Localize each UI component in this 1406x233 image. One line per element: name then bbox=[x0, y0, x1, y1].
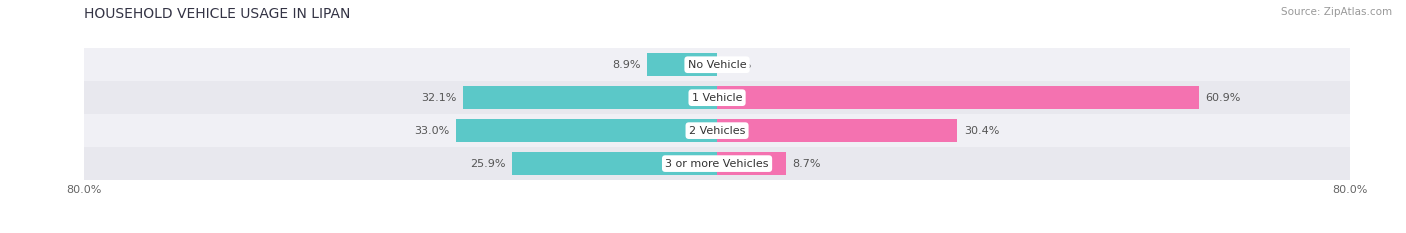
Bar bbox=[84, 48, 1350, 81]
Bar bbox=[463, 86, 717, 109]
Text: 25.9%: 25.9% bbox=[471, 159, 506, 169]
Bar bbox=[84, 114, 1350, 147]
Text: 8.9%: 8.9% bbox=[612, 60, 640, 70]
Bar bbox=[84, 81, 1350, 114]
Text: 1 Vehicle: 1 Vehicle bbox=[692, 93, 742, 103]
Text: 32.1%: 32.1% bbox=[422, 93, 457, 103]
Text: 2 Vehicles: 2 Vehicles bbox=[689, 126, 745, 136]
Text: 30.4%: 30.4% bbox=[965, 126, 1000, 136]
Text: Source: ZipAtlas.com: Source: ZipAtlas.com bbox=[1281, 7, 1392, 17]
Bar bbox=[647, 53, 717, 76]
Bar bbox=[717, 119, 957, 142]
Bar bbox=[84, 147, 1350, 180]
Text: 33.0%: 33.0% bbox=[415, 126, 450, 136]
Text: 3 or more Vehicles: 3 or more Vehicles bbox=[665, 159, 769, 169]
Bar bbox=[512, 152, 717, 175]
Bar bbox=[717, 152, 786, 175]
Text: 8.7%: 8.7% bbox=[792, 159, 821, 169]
Text: 60.9%: 60.9% bbox=[1205, 93, 1240, 103]
Text: HOUSEHOLD VEHICLE USAGE IN LIPAN: HOUSEHOLD VEHICLE USAGE IN LIPAN bbox=[84, 7, 350, 21]
Text: 0.0%: 0.0% bbox=[724, 60, 752, 70]
Bar bbox=[717, 86, 1199, 109]
Bar bbox=[456, 119, 717, 142]
Text: No Vehicle: No Vehicle bbox=[688, 60, 747, 70]
